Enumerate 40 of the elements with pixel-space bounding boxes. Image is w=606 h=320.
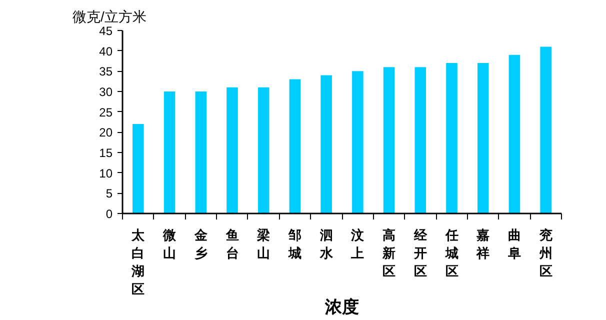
y-tick-label: 20: [99, 126, 113, 140]
bar: [352, 71, 364, 214]
bar: [226, 87, 238, 214]
x-tick-label: 太白湖区: [130, 228, 146, 296]
bar: [258, 87, 270, 214]
x-tick-label: 梁山: [256, 228, 270, 260]
x-tick-label: 曲阜: [506, 228, 521, 260]
x-tick-label: 微山: [162, 228, 178, 260]
bar: [508, 54, 520, 214]
y-tick-label: 45: [99, 24, 113, 38]
x-tick-label: 邹城: [287, 228, 302, 260]
y-tick-label: 15: [99, 146, 113, 160]
x-tick-label: 经开区: [412, 228, 428, 278]
bar: [132, 124, 144, 214]
bar: [414, 67, 426, 214]
bar: [320, 75, 332, 214]
y-tick-label: 5: [106, 186, 113, 201]
bar: [289, 79, 301, 214]
bar: [383, 67, 395, 214]
y-tick-label: 10: [99, 166, 113, 180]
bar: [446, 63, 458, 214]
x-tick-label: 任城区: [444, 228, 458, 278]
y-tick-label: 40: [99, 44, 113, 58]
bar: [477, 63, 489, 214]
y-tick-label: 0: [106, 207, 113, 221]
x-tick-label: 汶上: [350, 228, 366, 260]
x-tick-label: 泗水: [318, 228, 334, 260]
x-axis-title: 浓度: [324, 298, 359, 318]
y-tick-label: 25: [99, 105, 113, 120]
bar: [164, 92, 176, 214]
bar: [540, 46, 552, 214]
x-tick-label: 嘉祥: [476, 228, 490, 260]
x-tick-label: 高新区: [382, 228, 396, 278]
x-tick-label: 兖州区: [538, 228, 552, 278]
bar: [195, 92, 207, 214]
x-tick-label: 金乡: [193, 228, 208, 260]
x-tick-label: 鱼台: [224, 228, 239, 260]
y-tick-label: 35: [99, 64, 113, 79]
y-axis-title: 微克/立方米: [72, 8, 146, 24]
y-tick-label: 30: [99, 85, 113, 99]
